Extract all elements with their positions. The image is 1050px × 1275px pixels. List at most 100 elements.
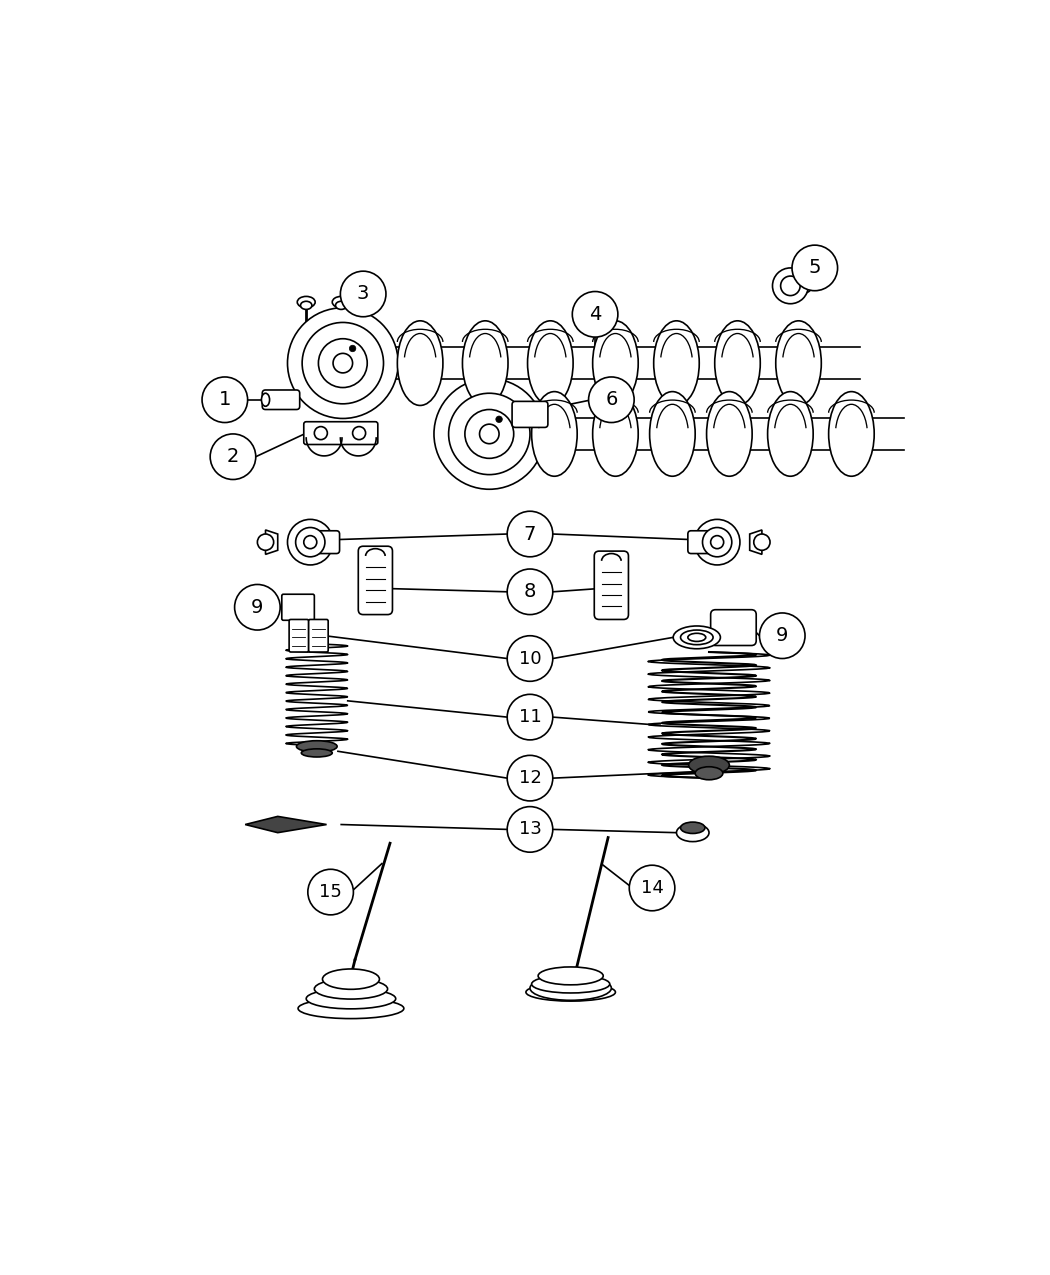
Circle shape: [465, 409, 513, 458]
Circle shape: [353, 427, 365, 440]
Circle shape: [434, 379, 545, 490]
Circle shape: [333, 353, 353, 372]
Ellipse shape: [462, 321, 508, 405]
Circle shape: [296, 528, 324, 557]
Circle shape: [754, 534, 770, 551]
Circle shape: [448, 393, 530, 474]
Ellipse shape: [297, 296, 315, 307]
Text: 8: 8: [524, 583, 537, 602]
Ellipse shape: [531, 975, 610, 993]
Ellipse shape: [301, 748, 332, 757]
Circle shape: [480, 425, 499, 444]
Ellipse shape: [531, 391, 578, 477]
Circle shape: [340, 272, 386, 316]
FancyBboxPatch shape: [594, 551, 629, 620]
Text: 9: 9: [776, 626, 789, 645]
FancyBboxPatch shape: [358, 546, 393, 615]
Circle shape: [780, 277, 800, 296]
Ellipse shape: [828, 391, 875, 477]
Ellipse shape: [332, 296, 350, 307]
Ellipse shape: [650, 391, 695, 477]
Ellipse shape: [676, 824, 709, 842]
Text: 13: 13: [519, 820, 542, 839]
Ellipse shape: [592, 321, 638, 405]
Text: 10: 10: [519, 649, 542, 668]
FancyBboxPatch shape: [262, 390, 299, 409]
Ellipse shape: [654, 321, 699, 405]
Ellipse shape: [776, 321, 821, 405]
Ellipse shape: [397, 321, 443, 405]
Ellipse shape: [296, 741, 337, 752]
Text: 5: 5: [808, 259, 821, 278]
Text: 4: 4: [589, 305, 602, 324]
FancyBboxPatch shape: [711, 609, 756, 645]
Circle shape: [308, 870, 354, 915]
FancyBboxPatch shape: [309, 620, 329, 652]
Circle shape: [702, 528, 732, 557]
Circle shape: [496, 416, 502, 422]
Ellipse shape: [314, 979, 387, 1000]
Polygon shape: [750, 530, 762, 555]
Ellipse shape: [788, 278, 813, 295]
Ellipse shape: [298, 998, 404, 1019]
Text: 6: 6: [605, 390, 617, 409]
Circle shape: [507, 755, 552, 801]
Ellipse shape: [527, 321, 573, 405]
FancyBboxPatch shape: [289, 620, 309, 652]
Circle shape: [303, 536, 317, 548]
Ellipse shape: [695, 766, 722, 780]
Circle shape: [507, 569, 552, 615]
Circle shape: [507, 807, 552, 852]
Circle shape: [759, 613, 805, 658]
Ellipse shape: [689, 756, 730, 774]
Ellipse shape: [526, 983, 615, 1001]
Ellipse shape: [300, 301, 312, 310]
Text: 11: 11: [519, 708, 542, 727]
Ellipse shape: [680, 822, 705, 834]
Ellipse shape: [336, 301, 346, 310]
Circle shape: [202, 377, 248, 422]
Text: 9: 9: [251, 598, 264, 617]
Ellipse shape: [768, 391, 813, 477]
Ellipse shape: [592, 391, 638, 477]
Ellipse shape: [673, 626, 720, 649]
Circle shape: [507, 511, 552, 557]
Circle shape: [257, 534, 274, 551]
Circle shape: [507, 636, 552, 681]
Circle shape: [210, 434, 256, 479]
Ellipse shape: [530, 975, 611, 1001]
Polygon shape: [266, 530, 277, 555]
Ellipse shape: [715, 321, 760, 405]
Text: 1: 1: [218, 390, 231, 409]
Circle shape: [711, 536, 723, 548]
Text: 12: 12: [519, 769, 542, 787]
Text: 7: 7: [524, 524, 537, 543]
FancyBboxPatch shape: [688, 530, 714, 553]
Ellipse shape: [538, 966, 603, 984]
Text: 2: 2: [227, 448, 239, 467]
FancyBboxPatch shape: [314, 530, 339, 553]
Circle shape: [288, 519, 333, 565]
Ellipse shape: [680, 630, 713, 645]
Ellipse shape: [688, 634, 706, 641]
Ellipse shape: [261, 393, 270, 407]
Circle shape: [629, 866, 675, 910]
Circle shape: [314, 427, 328, 440]
Ellipse shape: [707, 391, 752, 477]
Text: 3: 3: [357, 284, 370, 303]
Circle shape: [694, 519, 740, 565]
FancyBboxPatch shape: [512, 402, 548, 427]
FancyBboxPatch shape: [281, 594, 314, 620]
Circle shape: [288, 307, 398, 418]
Ellipse shape: [322, 969, 379, 989]
Circle shape: [792, 245, 838, 291]
FancyBboxPatch shape: [303, 422, 378, 445]
Circle shape: [350, 346, 356, 352]
Text: 15: 15: [319, 884, 342, 901]
Ellipse shape: [307, 988, 396, 1009]
Circle shape: [773, 268, 808, 303]
Circle shape: [589, 377, 634, 422]
Circle shape: [318, 339, 367, 388]
Text: 14: 14: [640, 878, 664, 898]
Circle shape: [572, 292, 617, 337]
